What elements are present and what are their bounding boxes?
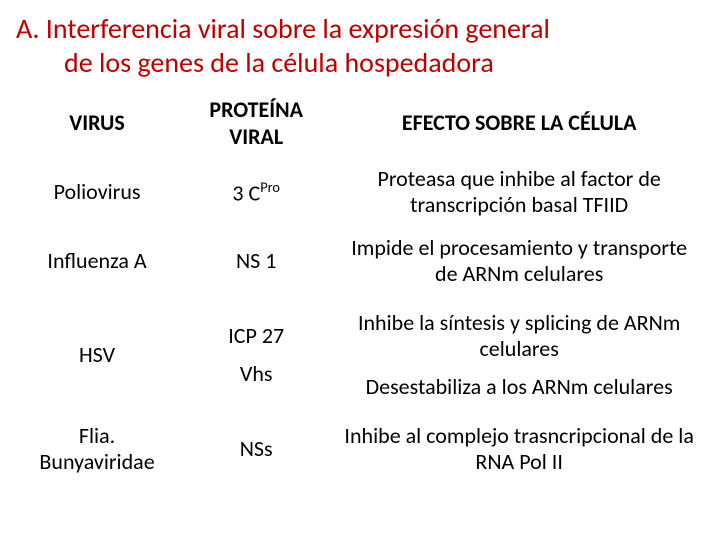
cell-virus: Influenza A xyxy=(14,227,180,296)
table-row: Influenza ANS 1Impide el procesamiento y… xyxy=(14,227,706,296)
table-body: Poliovirus3 CProProteasa que inhibe al f… xyxy=(14,158,706,484)
table-header-row: VIRUS PROTEÍNA VIRAL EFECTO SOBRE LA CÉL… xyxy=(14,89,706,158)
cell-virus: Poliovirus xyxy=(14,158,180,227)
cell-virus: HSV xyxy=(14,296,180,415)
cell-effect: Inhibe la síntesis y splicing de ARNm ce… xyxy=(332,296,706,415)
table-row: Poliovirus3 CProProteasa que inhibe al f… xyxy=(14,158,706,227)
cell-virus: Flia. Bunyaviridae xyxy=(14,415,180,484)
slide-title: A. Interferencia viral sobre la expresió… xyxy=(14,12,706,89)
cell-protein: NS 1 xyxy=(180,227,332,296)
cell-effect: Proteasa que inhibe al factor de transcr… xyxy=(332,158,706,227)
table-row: HSVICP 27VhsInhibe la síntesis y splicin… xyxy=(14,296,706,415)
cell-effect: Inhibe al complejo trasncripcional de la… xyxy=(332,415,706,484)
cell-protein: NSs xyxy=(180,415,332,484)
col-header-virus: VIRUS xyxy=(14,89,180,158)
table-row: Flia. BunyaviridaeNSsInhibe al complejo … xyxy=(14,415,706,484)
col-header-protein: PROTEÍNA VIRAL xyxy=(180,89,332,158)
virus-table: VIRUS PROTEÍNA VIRAL EFECTO SOBRE LA CÉL… xyxy=(14,89,706,483)
cell-protein: ICP 27Vhs xyxy=(180,296,332,415)
title-line-1: A. Interferencia viral sobre la expresió… xyxy=(16,11,550,46)
slide: A. Interferencia viral sobre la expresió… xyxy=(0,0,720,540)
col-header-effect: EFECTO SOBRE LA CÉLULA xyxy=(332,89,706,158)
title-line-2: de los genes de la célula hospedadora xyxy=(16,46,706,80)
cell-effect: Impide el procesamiento y transporte de … xyxy=(332,227,706,296)
cell-protein: 3 CPro xyxy=(180,158,332,227)
